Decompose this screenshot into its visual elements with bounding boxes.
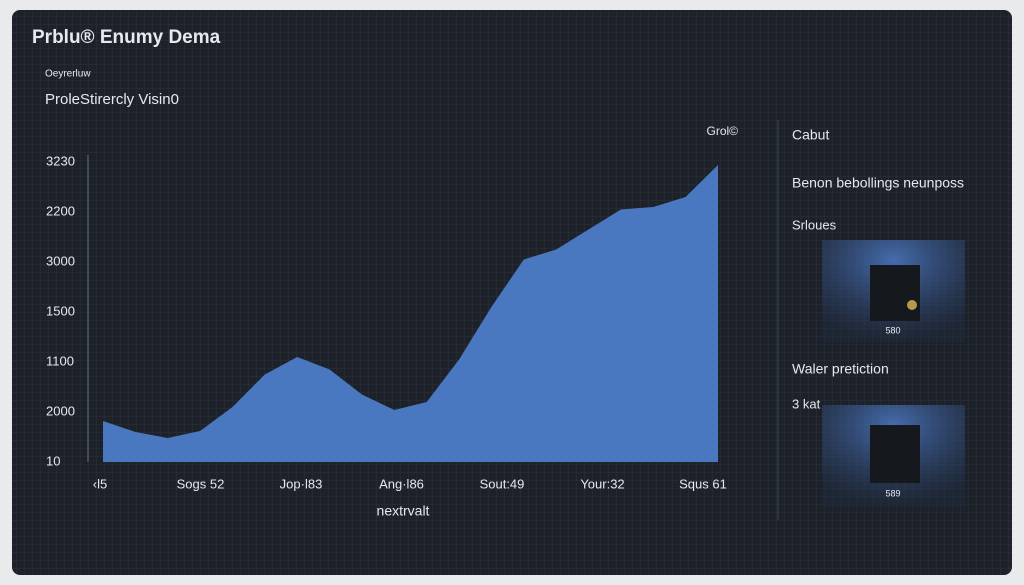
chart: 3230 2200 3000 1500 1100 2000 10 ‹l5 Sogs 52 Jop·… <box>46 124 738 519</box>
y-tick-label: 2200 <box>46 203 75 218</box>
card-image <box>870 425 920 483</box>
x-tick-label: Jop·l83 <box>280 476 323 491</box>
y-tick-label: 1100 <box>46 353 74 368</box>
sidebar-section: Waler pretiction <box>792 361 889 377</box>
x-tick-label: Your:32 <box>580 476 624 491</box>
sidebar-line: Benon bebollings neunposs <box>792 175 964 191</box>
y-tick-label: 10 <box>46 453 60 468</box>
area <box>103 165 718 462</box>
x-tick-label: Squs 61 <box>679 476 727 491</box>
y-tick-label: 2000 <box>46 403 75 418</box>
card-label: 580 <box>885 325 900 335</box>
y-tick-label: 1500 <box>46 303 75 318</box>
sidebar: Cabut Benon bebollings neunposs Srloues … <box>792 127 965 507</box>
x-axis-label: nextrvalt <box>377 503 430 519</box>
caption: Oeyrerluw <box>45 69 91 80</box>
sidebar-note: 3 kat <box>792 396 821 411</box>
y-tick-label: 3000 <box>46 253 75 268</box>
x-tick-label: ‹l5 <box>93 476 107 491</box>
x-tick-label: Sout:49 <box>480 476 525 491</box>
y-tick-label: 3230 <box>46 153 75 168</box>
card-image <box>870 265 920 321</box>
card-dot <box>907 300 917 310</box>
title: Prblu® Enumy Dema <box>32 27 221 48</box>
card-label: 589 <box>885 488 900 498</box>
subtitle: ProleStirercly Visin0 <box>45 91 179 108</box>
sidebar-section: Srloues <box>792 217 837 232</box>
x-tick-label: Sogs 52 <box>177 476 225 491</box>
x-tick-label: Ang·l86 <box>379 476 424 491</box>
series-label: Grol© <box>706 124 738 138</box>
sidebar-heading: Cabut <box>792 127 829 143</box>
